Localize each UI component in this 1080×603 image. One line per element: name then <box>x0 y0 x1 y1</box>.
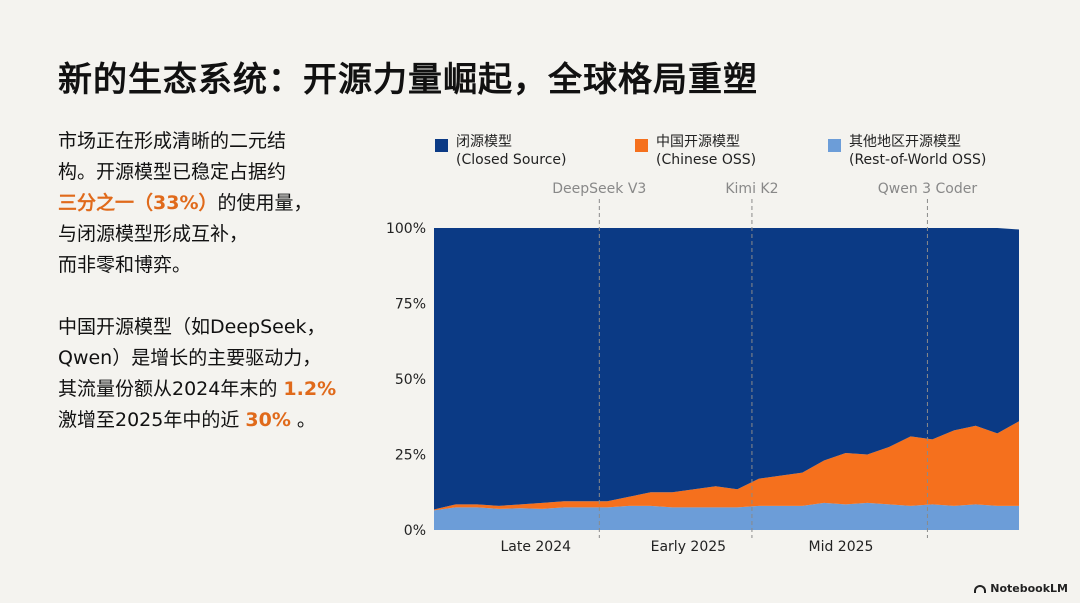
x-tick-label: Late 2024 <box>500 539 571 555</box>
legend-entry: 其他地区开源模型 (Rest-of-World OSS) <box>828 133 986 169</box>
highlight-text: 1.2% <box>283 378 337 400</box>
area-series <box>434 228 1019 510</box>
legend-label: 中国开源模型 <box>656 134 740 150</box>
legend-entry: 闭源模型 (Closed Source) <box>435 133 566 169</box>
body-text: 的使用量， <box>217 192 313 214</box>
event-label: DeepSeek V3 <box>552 181 646 197</box>
text-line: 与闭源模型形成互补， <box>58 219 378 250</box>
y-tick-label: 25% <box>395 448 426 464</box>
body-text: 。 <box>290 409 316 431</box>
legend-swatch <box>828 139 841 152</box>
legend-label: (Chinese OSS) <box>656 152 757 168</box>
highlight-text: 30% <box>245 409 291 431</box>
text-line: 构。开源模型已稳定占据约 <box>58 157 378 188</box>
body-text: Qwen）是增长的主要驱动力， <box>58 347 322 369</box>
text-line: 三分之一（33%）的使用量， <box>58 188 378 219</box>
body-text: 而非零和博弈。 <box>58 254 192 276</box>
event-label: Kimi K2 <box>725 181 778 197</box>
text-line: 激增至2025年中的近 30% 。 <box>58 405 378 436</box>
y-tick-label: 100% <box>386 221 426 237</box>
highlight-text: 三分之一（33%） <box>58 192 218 214</box>
legend-swatch <box>635 139 648 152</box>
x-tick-label: Early 2025 <box>651 539 726 555</box>
area-series <box>434 502 1019 530</box>
notebooklm-logo-icon <box>974 584 987 593</box>
body-text: 构。开源模型已稳定占据约 <box>58 161 287 183</box>
legend-label: (Closed Source) <box>456 152 567 168</box>
y-tick-label: 0% <box>404 523 426 539</box>
text-line: 而非零和博弈。 <box>58 250 378 281</box>
body-text: 与闭源模型形成互补， <box>58 223 249 245</box>
legend-entry: 中国开源模型 (Chinese OSS) <box>635 133 756 169</box>
left-text-block: 市场正在形成清晰的二元结 构。开源模型已稳定占据约 三分之一（33%）的使用量， 与闭… <box>58 126 378 467</box>
body-text: 激增至2025年中的近 <box>58 409 246 431</box>
text-line: 其流量份额从2024年末的 1.2% <box>58 374 378 405</box>
y-tick-label: 75% <box>395 297 426 313</box>
paragraph-chinese-oss: 中国开源模型（如DeepSeek， Qwen）是增长的主要驱动力， 其流量份额从20… <box>58 312 378 436</box>
brand-watermark: NotebookLM <box>974 582 1068 595</box>
text-line: Qwen）是增长的主要驱动力， <box>58 343 378 374</box>
brand-label: NotebookLM <box>990 582 1068 595</box>
body-text: 中国开源模型（如DeepSeek， <box>58 316 326 338</box>
legend-label: 其他地区开源模型 <box>849 134 961 150</box>
text-line: 中国开源模型（如DeepSeek， <box>58 312 378 343</box>
text-line: 市场正在形成清晰的二元结 <box>58 126 378 157</box>
page-title: 新的生态系统：开源力量崛起，全球格局重塑 <box>58 60 758 100</box>
legend-swatch <box>435 139 448 152</box>
body-text: 市场正在形成清晰的二元结 <box>58 130 287 152</box>
legend-label: 闭源模型 <box>456 134 512 150</box>
y-tick-label: 50% <box>395 372 426 388</box>
area-series <box>434 421 1019 511</box>
x-tick-label: Mid 2025 <box>808 539 873 555</box>
body-text: 其流量份额从2024年末的 <box>58 378 284 400</box>
legend-label: (Rest-of-World OSS) <box>849 152 987 168</box>
event-label: Qwen 3 Coder <box>878 181 978 197</box>
paragraph-market-structure: 市场正在形成清晰的二元结 构。开源模型已稳定占据约 三分之一（33%）的使用量， 与闭… <box>58 126 378 281</box>
